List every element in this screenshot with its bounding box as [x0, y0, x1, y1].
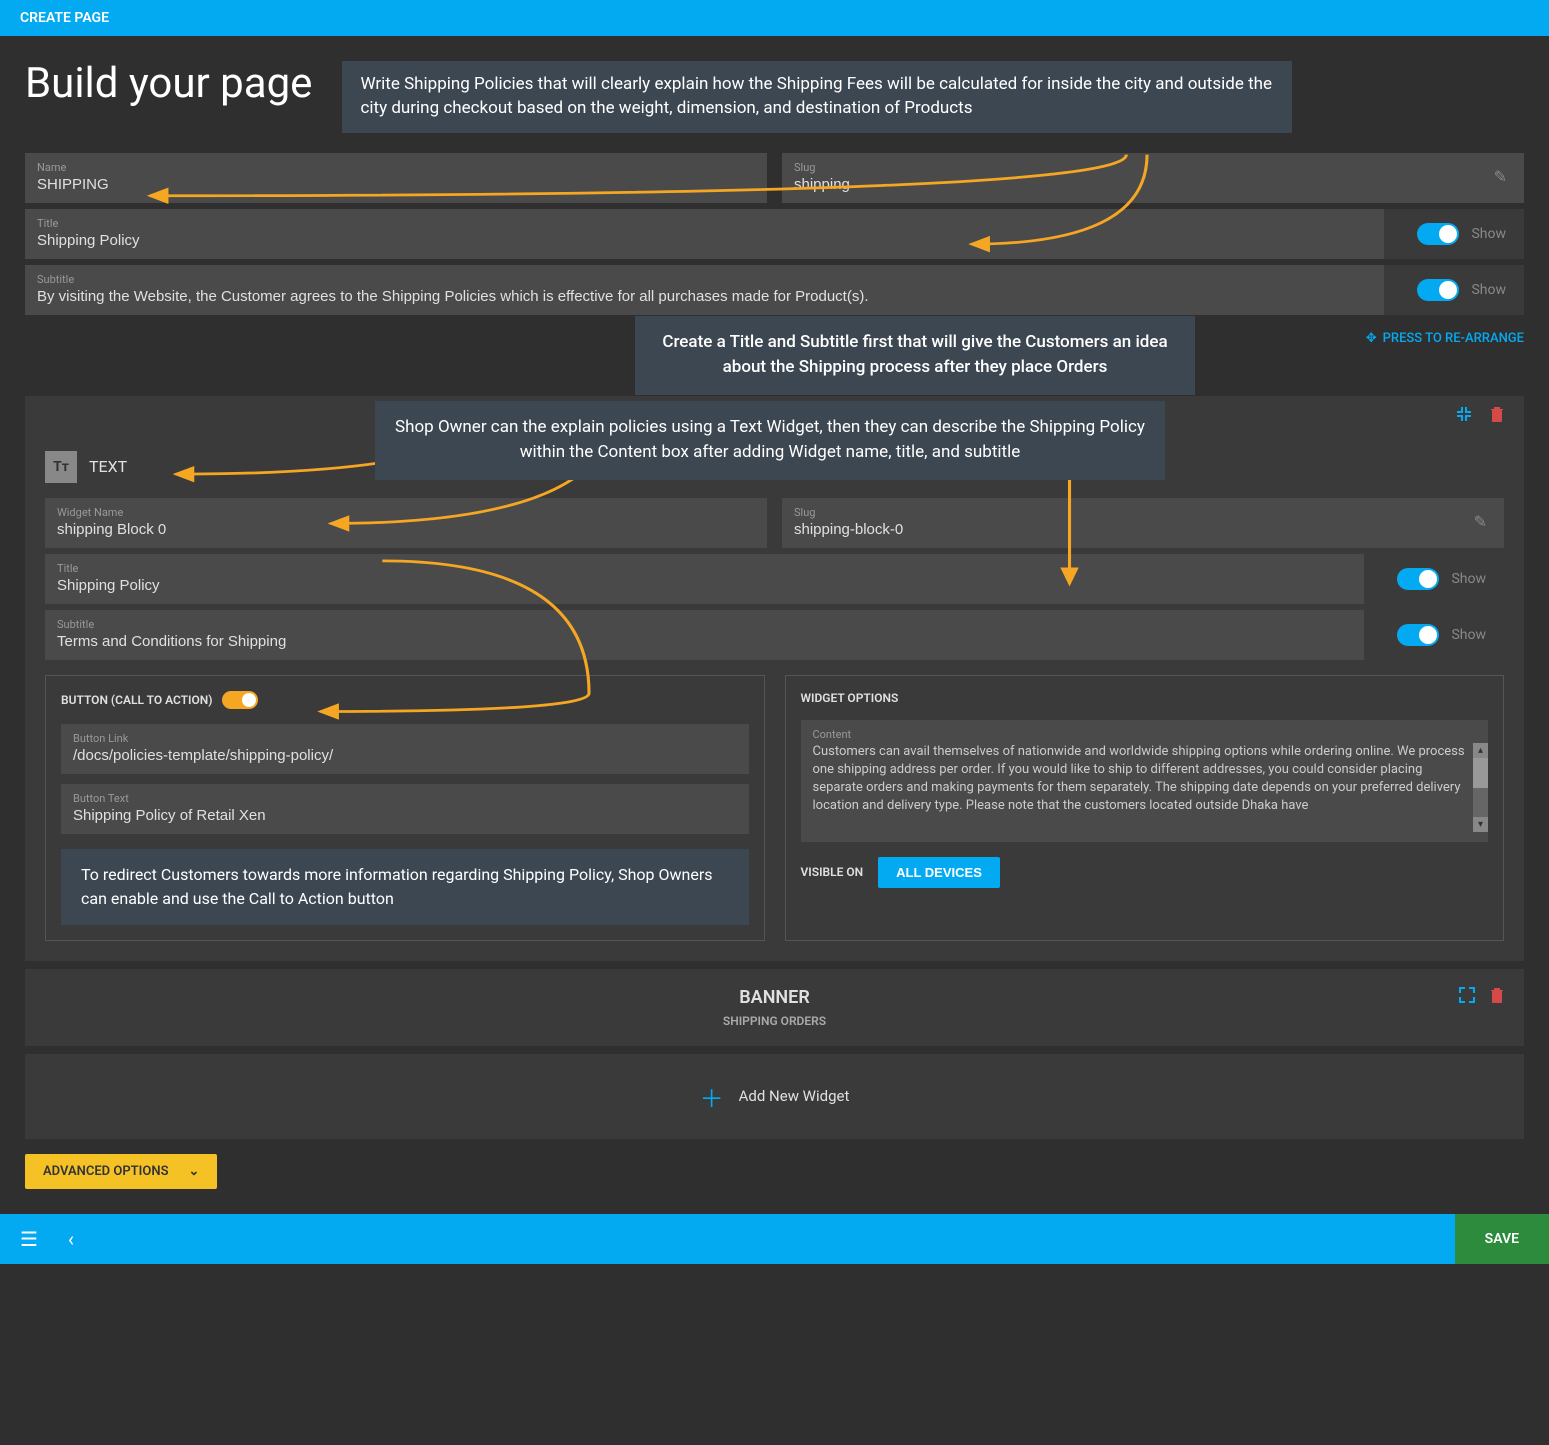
subtitle-label: Subtitle [37, 273, 1372, 286]
add-widget-label: Add New Widget [739, 1087, 850, 1105]
scroll-down-icon[interactable]: ▾ [1473, 817, 1488, 832]
scroll-thumb[interactable] [1473, 758, 1488, 788]
page-header: Build your page Write Shipping Policies … [25, 61, 1524, 133]
plus-icon: ＋ [700, 1079, 724, 1114]
page-title: Build your page [25, 61, 312, 107]
name-field[interactable]: Name [25, 153, 767, 203]
back-icon[interactable]: ‹ [68, 1227, 74, 1251]
widget-slug-label: Slug [794, 506, 1469, 519]
expand-icon[interactable] [1459, 987, 1475, 1007]
top-bar: CREATE PAGE [0, 0, 1549, 36]
main-content: Build your page Write Shipping Policies … [0, 36, 1549, 1214]
hamburger-icon[interactable]: ☰ [20, 1227, 38, 1251]
options-panel: WIDGET OPTIONS Content ▴ ▾ VISIBLE [785, 675, 1505, 941]
chevron-down-icon: ⌄ [189, 1164, 200, 1179]
cta-section-label: BUTTON (CALL TO ACTION) [61, 693, 212, 707]
title-toggle[interactable] [1417, 223, 1459, 245]
widget-title-field[interactable]: Title [45, 554, 1364, 604]
bottom-bar: ☰ ‹ SAVE [0, 1214, 1549, 1264]
button-text-input[interactable] [73, 807, 737, 824]
subtitle-field[interactable]: Subtitle [25, 265, 1384, 315]
collapse-icon[interactable] [1456, 406, 1472, 426]
widget-name-label: Widget Name [57, 506, 755, 519]
widget-subtitle-label: Subtitle [57, 618, 1352, 631]
button-link-field[interactable]: Button Link [61, 724, 749, 774]
callout-text-widget: Shop Owner can the explain policies usin… [375, 401, 1165, 480]
widget-title-input[interactable] [57, 577, 1352, 594]
text-widget-icon: Tт [45, 451, 77, 483]
name-input[interactable] [37, 176, 755, 193]
cta-panel-title: BUTTON (CALL TO ACTION) [61, 691, 749, 709]
add-widget-button[interactable]: ＋ Add New Widget [25, 1054, 1524, 1139]
content-textarea[interactable] [813, 743, 1489, 828]
subtitle-toggle-label: Show [1471, 282, 1506, 298]
widget-name-field[interactable]: Widget Name [45, 498, 767, 548]
widget-type-label: TEXT [89, 457, 127, 476]
rearrange-button[interactable]: ✥ PRESS TO RE-ARRANGE [1366, 331, 1524, 346]
cta-panel: BUTTON (CALL TO ACTION) Button Link Butt… [45, 675, 765, 941]
save-button[interactable]: SAVE [1455, 1214, 1549, 1264]
save-label: SAVE [1485, 1231, 1519, 1247]
all-devices-button[interactable]: ALL DEVICES [878, 857, 1000, 888]
cta-toggle[interactable] [222, 691, 258, 709]
widget-subtitle-toggle-label: Show [1451, 627, 1486, 643]
header-callout: Write Shipping Policies that will clearl… [342, 61, 1292, 133]
widget-name-slug-row: Widget Name Slug ✎ [45, 498, 1504, 548]
edit-widget-slug-icon[interactable]: ✎ [1469, 512, 1492, 531]
banner-widget: BANNER SHIPPING ORDERS [25, 969, 1524, 1046]
name-label: Name [37, 161, 755, 174]
slug-field-wrapper: Slug ✎ [782, 153, 1524, 203]
rearrange-label: PRESS TO RE-ARRANGE [1383, 331, 1524, 346]
widget-title-toggle[interactable] [1397, 568, 1439, 590]
title-toggle-label: Show [1471, 226, 1506, 242]
advanced-options-button[interactable]: ADVANCED OPTIONS ⌄ [25, 1154, 217, 1189]
widget-name-input[interactable] [57, 521, 755, 538]
delete-banner-icon[interactable] [1490, 987, 1504, 1007]
form-row-name-slug: Name Slug ✎ [25, 153, 1524, 203]
title-input[interactable] [37, 232, 1372, 249]
banner-subtitle: SHIPPING ORDERS [45, 1014, 1504, 1028]
rearrange-row: Create a Title and Subtitle first that w… [25, 321, 1524, 356]
widget-title-label: Title [57, 562, 1352, 575]
widget-slug-input[interactable] [794, 521, 1469, 538]
scroll-up-icon[interactable]: ▴ [1473, 743, 1488, 758]
subtitle-section: Subtitle Show [25, 265, 1524, 315]
subtitle-toggle[interactable] [1417, 279, 1459, 301]
top-bar-label: CREATE PAGE [20, 10, 109, 26]
button-link-label: Button Link [73, 732, 737, 745]
widget-slug-field-wrapper: Slug ✎ [782, 498, 1504, 548]
widget-subtitle-section: Subtitle Show [45, 610, 1504, 660]
widget-subtitle-input[interactable] [57, 633, 1352, 650]
edit-slug-icon[interactable]: ✎ [1489, 167, 1512, 186]
banner-title: BANNER [45, 987, 1504, 1008]
advanced-options-label: ADVANCED OPTIONS [43, 1164, 169, 1179]
visible-on-label: VISIBLE ON [801, 865, 864, 879]
content-label: Content [813, 728, 1489, 741]
subtitle-input[interactable] [37, 288, 1372, 305]
move-icon: ✥ [1366, 331, 1377, 346]
button-text-field[interactable]: Button Text [61, 784, 749, 834]
content-field[interactable]: Content ▴ ▾ [801, 720, 1489, 842]
cta-callout: To redirect Customers towards more infor… [61, 849, 749, 925]
slug-input[interactable] [794, 176, 1489, 193]
button-text-label: Button Text [73, 792, 737, 805]
text-widget: Shop Owner can the explain policies usin… [25, 396, 1524, 961]
widget-two-col: BUTTON (CALL TO ACTION) Button Link Butt… [45, 675, 1504, 941]
title-label: Title [37, 217, 1372, 230]
delete-widget-icon[interactable] [1490, 406, 1504, 426]
button-link-input[interactable] [73, 747, 737, 764]
widget-subtitle-toggle[interactable] [1397, 624, 1439, 646]
widget-subtitle-field[interactable]: Subtitle [45, 610, 1364, 660]
slug-label: Slug [794, 161, 1489, 174]
visible-on-row: VISIBLE ON ALL DEVICES [801, 857, 1489, 888]
title-section: Title Show [25, 209, 1524, 259]
title-field[interactable]: Title [25, 209, 1384, 259]
callout-title-subtitle: Create a Title and Subtitle first that w… [635, 316, 1195, 395]
widget-title-section: Title Show [45, 554, 1504, 604]
content-scrollbar[interactable]: ▴ ▾ [1473, 743, 1488, 832]
options-panel-title: WIDGET OPTIONS [801, 691, 1489, 705]
widget-title-toggle-label: Show [1451, 571, 1486, 587]
